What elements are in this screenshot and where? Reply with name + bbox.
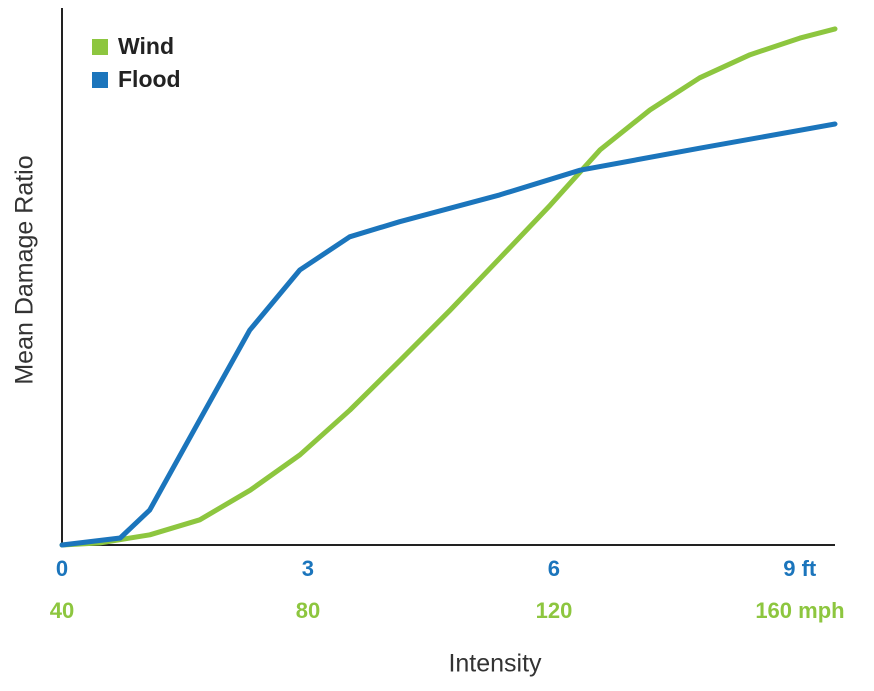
legend-swatch (92, 72, 108, 88)
x-tick-label: 40 (50, 598, 74, 623)
legend-swatch (92, 39, 108, 55)
x-tick-label: 120 (536, 598, 573, 623)
line-series (59, 26, 838, 548)
x-tick-label: 9 ft (783, 556, 817, 581)
line-series (59, 121, 838, 548)
legend-label: Flood (118, 66, 181, 92)
x-tick-label: 160 mph (755, 598, 844, 623)
x-tick-label: 80 (296, 598, 320, 623)
x-axis-title: Intensity (448, 650, 542, 678)
x-tick-label: 3 (302, 556, 314, 581)
x-tick-label: 0 (56, 556, 68, 581)
y-axis-title: Mean Damage Ratio (11, 155, 39, 384)
x-tick-label: 6 (548, 556, 560, 581)
legend-label: Wind (118, 33, 174, 59)
